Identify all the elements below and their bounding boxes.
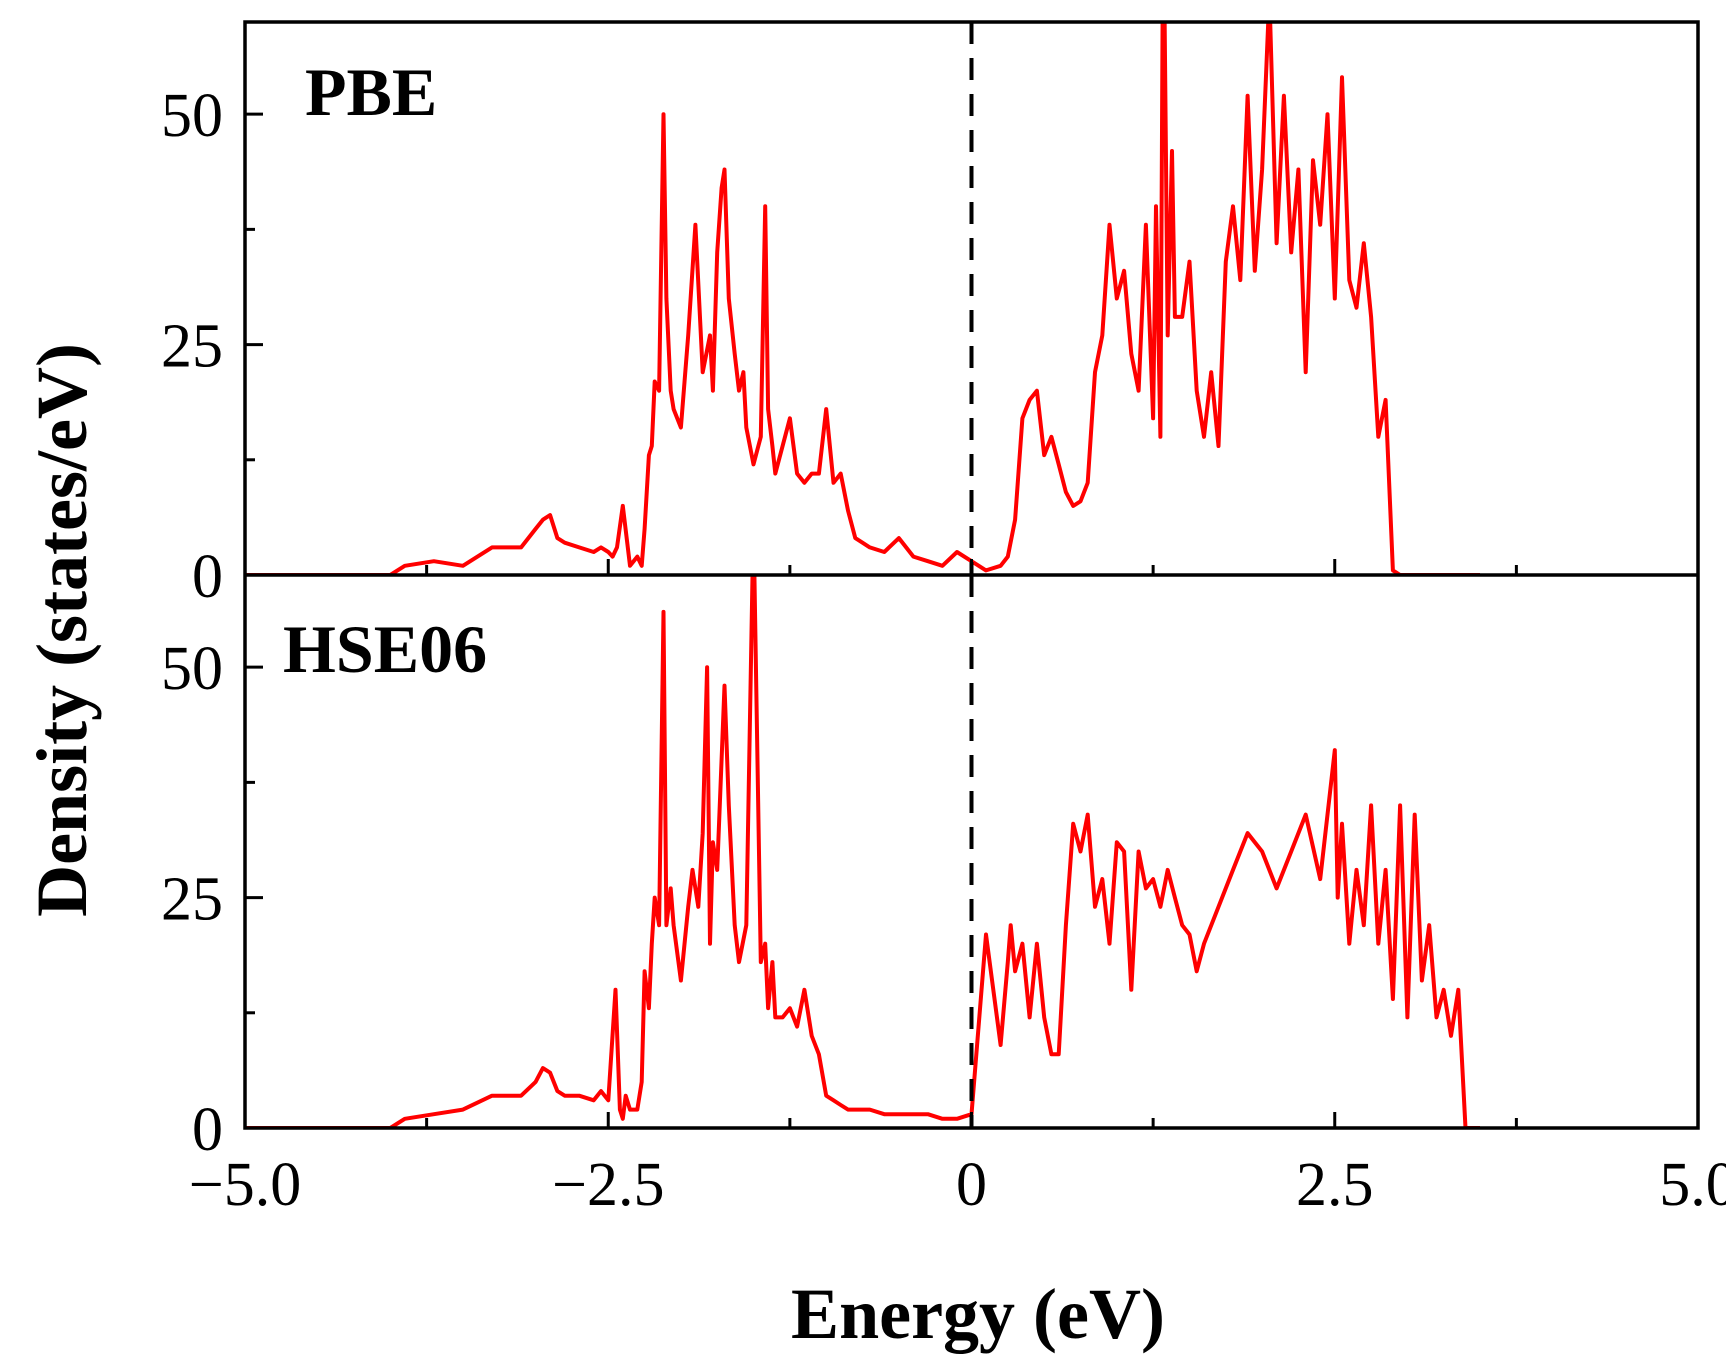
pbe-panel-label: PBE	[305, 54, 437, 130]
y-tick-label: 25	[161, 866, 223, 934]
hse06-panel: HSE06	[245, 575, 1480, 1128]
x-tick-label: 2.5	[1296, 1151, 1374, 1219]
hse06-panel-label: HSE06	[283, 611, 487, 687]
x-tick-label: 5.0	[1659, 1151, 1726, 1219]
pbe-panel: PBE	[245, 22, 1480, 575]
y-tick-label: 0	[192, 543, 223, 611]
dos-line-hse06	[245, 575, 1480, 1128]
x-tick-label: 0	[956, 1151, 987, 1219]
x-axis-title: Energy (eV)	[791, 1274, 1165, 1354]
y-tick-label: 25	[161, 313, 223, 381]
axes: 0 25 50 0 25 50 −5.0 −2.5 0 2.5 5.0	[161, 20, 1726, 1219]
y-tick-label: 0	[192, 1096, 223, 1164]
x-tick-label: −5.0	[189, 1151, 301, 1219]
pbe-dos-area	[245, 22, 1480, 575]
y-tick-label: 50	[161, 82, 223, 150]
x-tick-label: −2.5	[552, 1151, 664, 1219]
y-tick-label: 50	[161, 635, 223, 703]
dos-line-pbe	[245, 22, 1480, 575]
hse06-dos-area	[245, 575, 1480, 1128]
y-axis-title: Density (states/eV)	[22, 343, 102, 917]
